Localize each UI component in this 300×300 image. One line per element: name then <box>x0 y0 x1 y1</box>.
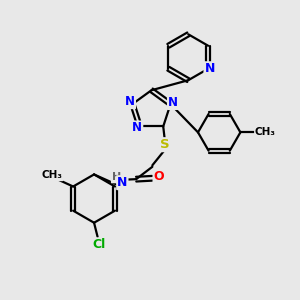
Text: N: N <box>125 95 135 108</box>
Text: N: N <box>205 62 215 75</box>
Text: H: H <box>112 172 121 182</box>
Text: N: N <box>117 176 128 189</box>
Text: CH₃: CH₃ <box>255 127 276 137</box>
Text: N: N <box>132 122 142 134</box>
Text: S: S <box>160 138 169 151</box>
Text: N: N <box>168 96 178 109</box>
Text: O: O <box>154 170 164 183</box>
Text: CH₃: CH₃ <box>41 170 62 180</box>
Text: Cl: Cl <box>93 238 106 251</box>
